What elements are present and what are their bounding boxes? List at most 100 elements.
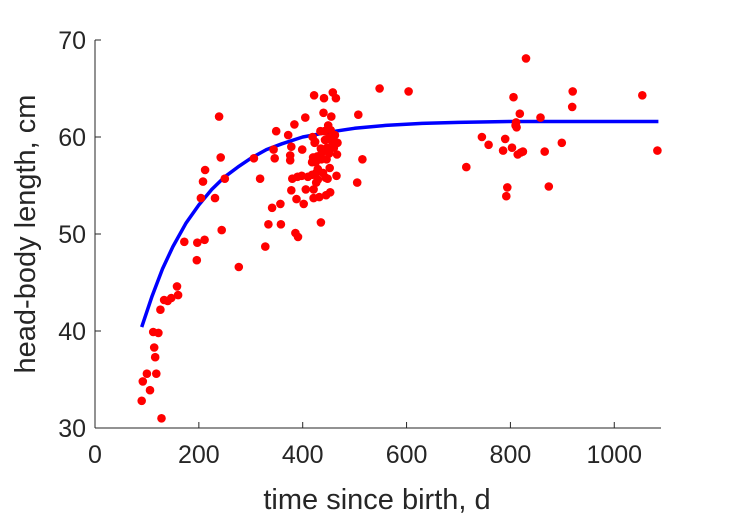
x-tick-label: 1000 — [586, 441, 642, 469]
data-point — [156, 305, 165, 315]
data-point — [149, 343, 159, 352]
data-point — [477, 132, 487, 142]
data-point — [515, 109, 525, 118]
data-point — [309, 185, 318, 194]
data-point — [354, 110, 363, 119]
plot-area — [137, 54, 662, 423]
data-point — [142, 369, 152, 379]
data-point — [172, 282, 182, 291]
data-point — [557, 138, 567, 148]
x-axis-label: time since birth, d — [263, 484, 490, 516]
data-point — [234, 262, 244, 272]
data-point — [507, 143, 517, 152]
data-point — [150, 352, 160, 362]
data-point — [502, 191, 511, 201]
data-point — [269, 145, 278, 154]
data-point — [521, 54, 531, 63]
data-point — [214, 112, 224, 121]
data-point — [509, 92, 518, 102]
data-point — [325, 163, 335, 173]
x-tick-label: 600 — [386, 441, 428, 469]
data-point — [255, 174, 265, 183]
x-tick-label: 800 — [490, 441, 532, 469]
y-tick-label: 70 — [58, 27, 86, 55]
data-point — [333, 138, 342, 148]
data-point — [301, 113, 310, 122]
data-point — [267, 203, 277, 213]
data-point — [653, 146, 662, 155]
data-point — [264, 220, 273, 229]
data-point — [154, 328, 163, 338]
data-point — [276, 220, 286, 229]
data-point — [316, 218, 326, 227]
data-point — [315, 192, 324, 202]
data-point — [500, 134, 510, 144]
data-point — [137, 396, 146, 406]
data-point — [293, 232, 303, 242]
data-point — [352, 178, 362, 187]
data-point — [292, 194, 301, 204]
x-tick-label: 0 — [88, 441, 102, 469]
data-point — [327, 112, 336, 121]
data-point — [512, 123, 521, 132]
data-point — [498, 146, 508, 155]
data-point — [193, 238, 202, 247]
data-point — [299, 199, 309, 209]
data-point — [287, 186, 296, 195]
y-tick-label: 60 — [58, 124, 86, 152]
data-point — [331, 93, 341, 103]
data-point — [283, 130, 293, 140]
data-point — [145, 385, 155, 395]
axes: 0 200 400 600 800 1000 30 40 50 60 70 — [58, 27, 661, 469]
data-point — [568, 87, 577, 96]
data-point — [544, 182, 554, 191]
data-point — [167, 293, 176, 303]
data-point — [301, 185, 311, 194]
data-point — [200, 235, 209, 245]
data-point — [217, 225, 226, 235]
x-tick-label: 200 — [178, 441, 220, 469]
data-point — [173, 290, 183, 300]
data-point — [210, 193, 220, 203]
data-point — [270, 154, 280, 163]
data-point — [200, 165, 210, 175]
data-point — [323, 174, 332, 183]
data-point — [271, 126, 281, 136]
data-point — [325, 188, 335, 197]
data-point — [309, 91, 319, 100]
data-point — [285, 156, 295, 165]
data-point — [157, 414, 166, 423]
y-axis-label: head-body length, cm — [10, 95, 42, 374]
data-point — [297, 145, 307, 154]
data-point — [216, 153, 225, 162]
data-point — [536, 113, 545, 122]
data-point — [152, 369, 161, 379]
data-point — [324, 149, 334, 158]
data-point — [332, 171, 341, 181]
data-point — [276, 199, 285, 209]
data-point — [358, 155, 367, 164]
data-point — [138, 377, 148, 386]
data-point — [319, 93, 329, 103]
data-point — [638, 91, 647, 100]
data-point — [220, 174, 230, 183]
data-point — [518, 147, 528, 156]
data-point — [313, 175, 323, 184]
data-point — [198, 177, 208, 186]
data-point — [404, 87, 413, 96]
data-point — [180, 237, 189, 247]
data-point — [375, 84, 384, 93]
fit-curve — [140, 119, 659, 328]
data-point — [567, 102, 577, 112]
y-tick-label: 30 — [58, 415, 86, 443]
data-point — [290, 120, 299, 129]
data-point — [319, 108, 328, 118]
data-point — [330, 130, 340, 140]
data-point — [261, 242, 270, 251]
data-point — [540, 147, 549, 156]
x-tick-label: 400 — [282, 441, 324, 469]
data-point — [484, 140, 493, 150]
y-tick-label: 50 — [58, 221, 86, 249]
